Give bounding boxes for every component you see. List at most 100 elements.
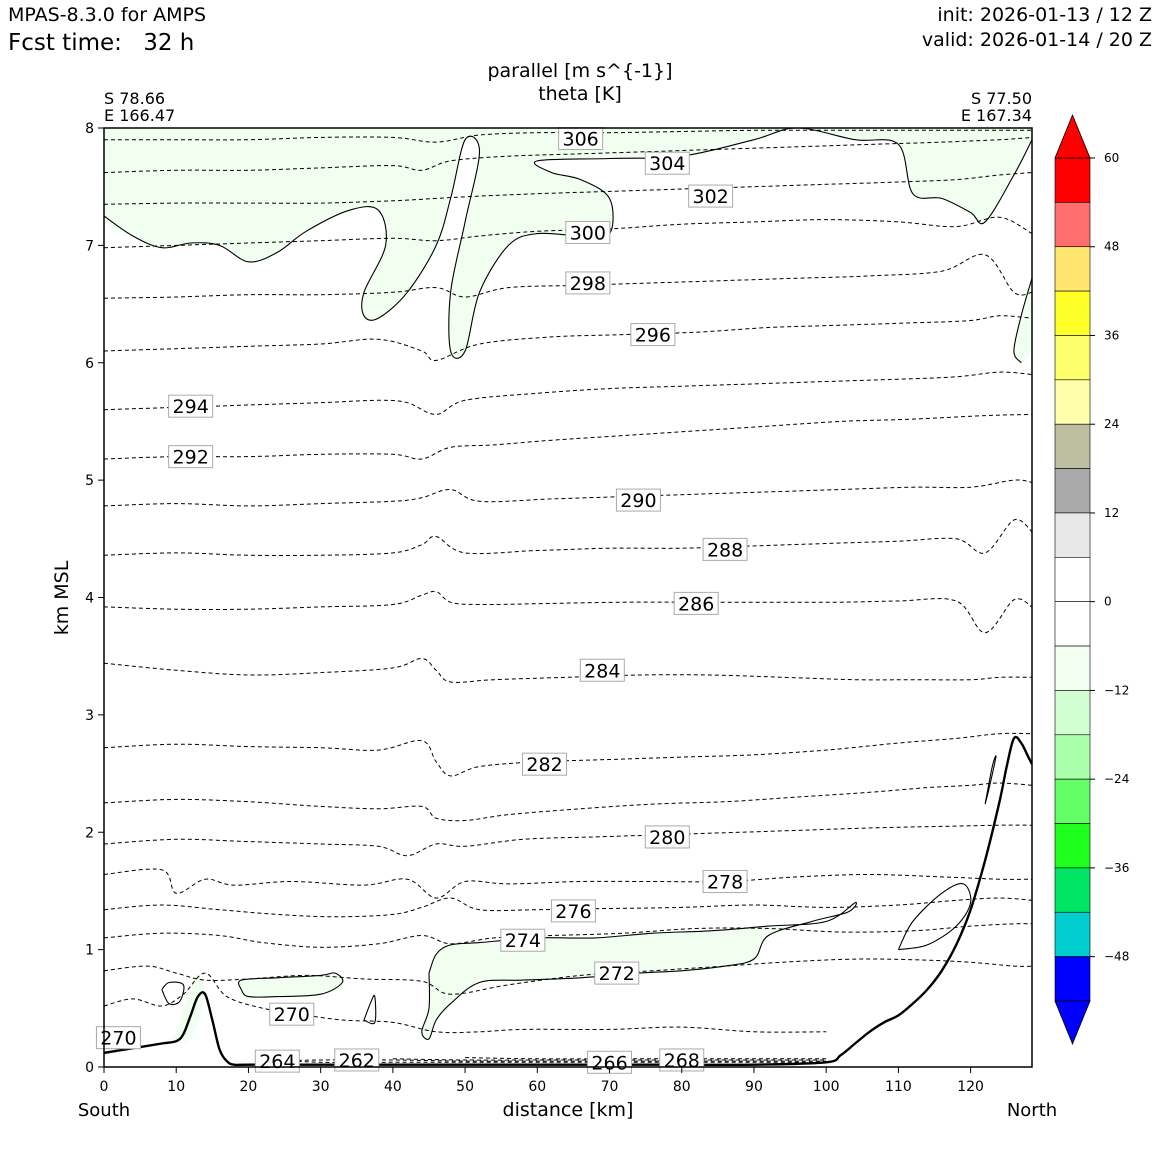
theta-label-306-text: 306 (563, 129, 599, 151)
theta-label-292-box (168, 445, 214, 469)
y-tick-label-0: 0 (85, 1060, 94, 1076)
model-title: MPAS-8.3.0 for AMPS (8, 4, 207, 26)
colorbar-segment-0 (1054, 157, 1091, 203)
y-axis: 0 1 2 3 4 5 6 7 8 (85, 121, 104, 1076)
colorbar-tick-label-5: 0 (1104, 595, 1112, 609)
theta-label-304: 304 (644, 151, 690, 175)
y-tick-label-5: 5 (85, 473, 94, 489)
colorbar-segment-6 (1054, 423, 1091, 469)
theta-label-298: 298 (565, 271, 611, 295)
x-tick-label-10: 10 (167, 1079, 185, 1095)
theta-contour-282 (104, 782, 1032, 822)
chart-title: parallel [m s^{-1}] (487, 60, 673, 82)
colorbar-segment-15 (1054, 823, 1091, 869)
theta-label-288: 288 (702, 537, 748, 561)
theta-label-290-text: 290 (620, 490, 656, 512)
theta-label-262-text: 262 (339, 1050, 375, 1072)
y-tick-label-6: 6 (85, 356, 94, 372)
theta-contour-290 (104, 518, 1032, 556)
theta-label-304-box (644, 151, 690, 175)
theta-contour-268 (465, 1057, 827, 1060)
theta-label-290-box (615, 488, 661, 512)
y-tick-label-8: 8 (85, 121, 94, 137)
theta-label-270-text: 270 (274, 1004, 310, 1026)
wind-contour-3 (897, 883, 972, 951)
colorbar-tick-label-2: 36 (1104, 328, 1119, 342)
theta-label-270-box (269, 1002, 315, 1026)
colorbar-extend-high (1054, 113, 1091, 159)
x-tick-label-30: 30 (312, 1079, 330, 1095)
theta-label-280-text: 280 (649, 827, 685, 849)
theta-label-266: 266 (587, 1050, 633, 1074)
theta-contour-272 (104, 958, 1032, 995)
theta-label-264-text: 264 (259, 1051, 295, 1073)
x-tick-label-110: 110 (885, 1079, 912, 1095)
fcst-value: 32 h (143, 30, 195, 56)
theta-contour-298 (104, 315, 1032, 361)
theta-label-298-box (565, 271, 611, 295)
colorbar-segment-2 (1054, 246, 1091, 292)
wind-contour-1 (421, 901, 858, 1040)
theta-label-306: 306 (558, 127, 604, 151)
colorbar-segment-13 (1054, 734, 1091, 780)
colorbar-segment-14 (1054, 778, 1091, 824)
theta-contour-270 (104, 972, 827, 1034)
init-time: init: 2026-01-13 / 12 Z (937, 4, 1152, 26)
colorbar-segment-5 (1054, 379, 1091, 425)
wind-contour-4 (161, 981, 185, 1006)
colorbar-segment-18 (1054, 956, 1091, 1002)
plot-frame (103, 127, 1033, 1068)
x-axis: 0 10 20 30 40 50 60 70 80 90 100 110 120 (100, 1067, 984, 1095)
theta-label-264: 264 (254, 1049, 300, 1073)
theta-label-298-text: 298 (570, 273, 606, 295)
theta-label-282-text: 282 (526, 754, 562, 776)
theta-label-296: 296 (630, 323, 676, 347)
right-direction-label: North (1006, 1100, 1058, 1121)
x-tick-label-50: 50 (456, 1079, 474, 1095)
theta-label-284: 284 (579, 658, 625, 682)
colorbar-segment-11 (1054, 645, 1091, 691)
theta-label-262-box (334, 1048, 380, 1072)
theta-label-286: 286 (673, 591, 719, 615)
theta-label-296-text: 296 (635, 325, 671, 347)
theta-contour-286 (104, 657, 1032, 683)
theta-label-278-text: 278 (707, 872, 743, 894)
theta-contour-288 (104, 590, 1032, 634)
wind-contour-layer (104, 128, 1032, 1040)
wind-contour-0 (104, 128, 1032, 359)
colorbar-tick-label-1: 48 (1104, 240, 1119, 254)
theta-label-280: 280 (644, 825, 690, 849)
theta-label-284-box (579, 658, 625, 682)
x-tick-label-20: 20 (240, 1079, 258, 1095)
theta-label-294: 294 (168, 394, 214, 418)
wind-fill-region-1 (1013, 278, 1032, 363)
theta-contour-280 (104, 824, 1032, 857)
theta-contour-296 (104, 371, 1032, 415)
colorbar-segment-7 (1054, 468, 1091, 514)
colorbar-segment-8 (1054, 512, 1091, 558)
theta-label-266-text: 266 (591, 1052, 627, 1074)
x-tick-label-70: 70 (601, 1079, 619, 1095)
colorbar-segment-12 (1054, 690, 1091, 736)
theta-contour-284 (104, 732, 1032, 777)
theta-label-274-text: 274 (505, 930, 541, 952)
colorbar-extend-low (1054, 1000, 1091, 1046)
y-tick-label-7: 7 (85, 238, 94, 254)
colorbar: 60 48 36 24 12 0 −12 −24 −36 −48 (1054, 113, 1129, 1046)
theta-label-282: 282 (522, 752, 568, 776)
theta-contour-274 (104, 923, 1032, 948)
fcst-label: Fcst time: (8, 30, 122, 56)
wind-contour-6 (984, 755, 997, 805)
theta-label-286-box (673, 591, 719, 615)
chart-subtitle: theta [K] (538, 83, 622, 105)
theta-label-292: 292 (168, 445, 214, 469)
theta-label-300-box (565, 220, 611, 244)
fcst-time: Fcst time: 32 h (8, 30, 194, 56)
colorbar-segment-10 (1054, 601, 1091, 647)
wind-fill-region-4 (161, 972, 206, 1044)
theta-contour-278 (104, 868, 1032, 899)
wind-fill-region-0 (104, 128, 1032, 359)
y-tick-label-1: 1 (85, 943, 94, 959)
wind-contour-5 (363, 994, 377, 1025)
theta-contour-292 (104, 479, 1032, 507)
